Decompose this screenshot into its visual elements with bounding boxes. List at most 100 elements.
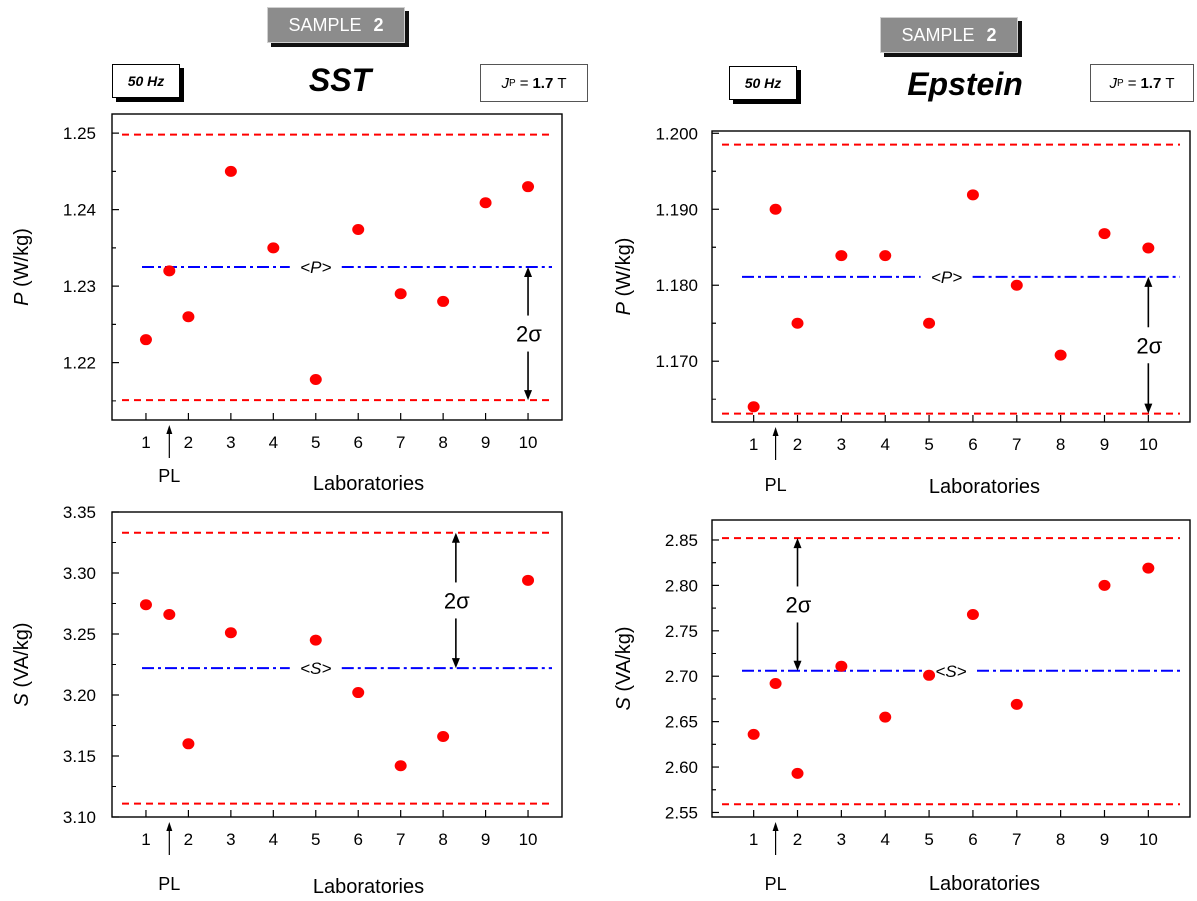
sigma-arrow-head [793,660,802,671]
sigma-arrow-head [451,532,460,543]
x-tick-label: 8 [438,830,447,849]
pl-arrow-head [772,822,779,831]
x-tick-label: 9 [481,830,490,849]
y-tick-label: 2.75 [665,622,698,641]
y-tick-label: 2.85 [665,531,698,550]
frequency-label-left: 50 Hz [127,73,165,89]
x-tick-label: 8 [438,433,447,452]
data-point [879,250,892,262]
x-tick-label: 5 [924,435,933,454]
x-tick-label: 9 [1100,830,1109,849]
data-point [163,265,176,277]
y-tick-label: 2.60 [665,758,698,777]
x-tick-label: 2 [793,435,802,454]
data-point [352,224,365,236]
data-point [966,608,979,620]
data-point [835,250,848,262]
y-tick-label: 3.25 [63,625,96,644]
x-tick-label: 5 [311,830,320,849]
data-point [182,738,195,750]
sigma-label: 2σ [786,592,812,617]
y-axis-unit: (VA/kg) [613,626,635,697]
y-axis-symbol: S [11,693,33,707]
data-point [769,203,782,215]
polarization-subscript-right: P [1117,77,1124,89]
y-axis-symbol: S [613,697,635,711]
data-point [769,677,782,689]
data-point [139,334,152,346]
x-tick-label: 10 [1139,435,1158,454]
sample-number-left: 2 [373,14,384,35]
sample-number-right: 2 [986,24,997,45]
frequency-box-left: 50 Hz [112,64,180,98]
x-axis-label: Laboratories [313,876,424,898]
data-point [394,760,407,772]
sample-badge-right: SAMPLE 2 [880,17,1018,53]
data-point [1010,279,1023,291]
x-tick-label: 9 [1100,435,1109,454]
data-point [747,401,760,413]
x-tick-label: 6 [968,435,977,454]
y-tick-label: 1.180 [655,276,698,295]
x-tick-label: 1 [749,435,758,454]
data-point [1142,562,1155,574]
y-tick-label: 3.15 [63,747,96,766]
x-axis-label: Laboratories [929,873,1040,895]
data-point [1010,698,1023,710]
y-tick-label: 3.30 [63,564,96,583]
y-tick-label: 1.22 [63,354,96,373]
polarization-equals-right: = [1127,74,1137,92]
data-point [522,574,535,586]
y-tick-label: 3.20 [63,686,96,705]
y-tick-label: 2.55 [665,803,698,822]
x-tick-label: 9 [481,433,490,452]
frequency-label-right: 50 Hz [744,75,782,91]
data-point [437,295,450,307]
x-tick-label: 7 [396,830,405,849]
sigma-label: 2σ [444,588,470,613]
x-tick-label: 1 [141,830,150,849]
data-point [1054,349,1067,361]
data-point [352,687,365,699]
y-axis-unit: (W/kg) [11,228,33,292]
polarization-unit-left: T [557,74,567,92]
x-tick-label: 10 [1139,830,1158,849]
polarization-value-left: 1.7 [532,74,554,92]
plot-frame [711,130,1191,423]
pl-arrow-head [166,425,173,434]
chart-epstein-p: 1.170 1.180 1.190 1.200 1 2 3 4 5 6 7 8 9 10 Laborator… [613,124,1191,498]
y-axis-unit: (VA/kg) [11,622,33,693]
data-point [747,728,760,740]
mean-label: <P> [931,268,962,287]
plot-frame [111,511,563,818]
y-axis-label: P (W/kg) [613,238,635,316]
x-tick-label: 10 [519,433,538,452]
y-tick-label: 3.35 [63,503,96,522]
pl-label: PL [158,874,180,894]
data-point [923,669,936,681]
method-title-left: SST [308,62,372,98]
sigma-label: 2σ [1136,333,1162,358]
x-tick-label: 10 [519,830,538,849]
y-tick-label: 1.24 [63,201,96,220]
data-point [394,288,407,300]
x-tick-label: 1 [141,433,150,452]
x-tick-label: 3 [837,830,846,849]
data-point [479,197,492,209]
x-tick-label: 7 [1012,435,1021,454]
sample-badge-left: SAMPLE 2 [267,7,405,43]
sigma-arrow-head [524,267,533,277]
method-title-right: Epstein [907,66,1023,102]
pl-label: PL [158,466,180,486]
x-tick-label: 4 [269,433,278,452]
x-tick-label: 3 [837,435,846,454]
data-point [224,627,237,639]
data-point [879,711,892,723]
y-axis-label: S (VA/kg) [11,622,33,706]
data-point [791,767,804,779]
x-tick-label: 6 [353,830,362,849]
sigma-arrow-head [1144,403,1153,414]
data-point [163,608,176,620]
